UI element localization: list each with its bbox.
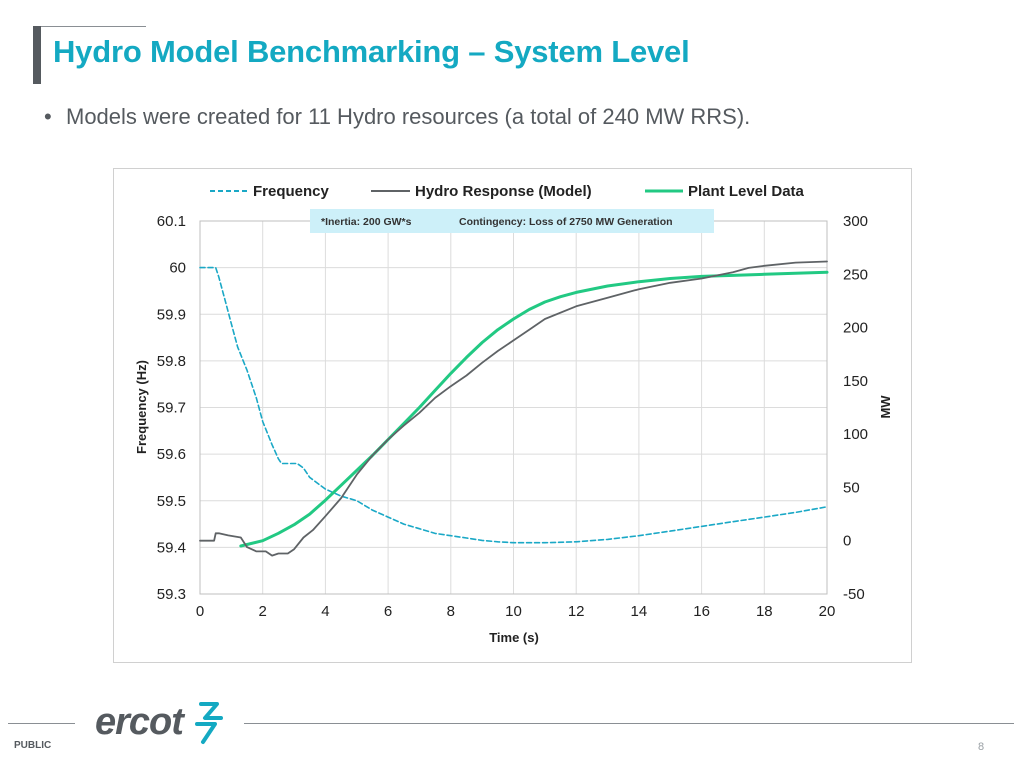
x-tick-label: 16: [693, 603, 710, 620]
y-right-tick-label: 100: [843, 426, 868, 443]
tick-labels: 0 2 4 6 8 10 12 14 16 18 20 60.1 60 59.9 59.8 59.7 59.6 5…: [157, 213, 868, 620]
page-number: 8: [978, 741, 985, 753]
bullet-item: • Models were created for 11 Hydro resour…: [44, 104, 750, 130]
y-right-tick-label: 300: [843, 213, 868, 230]
hydro-response-chart: *Inertia: 200 GW*s Contingency: Loss of …: [134, 183, 893, 645]
y-right-tick-label: 150: [843, 373, 868, 390]
annotation-box: [310, 209, 714, 233]
y-right-tick-label: -50: [843, 586, 865, 603]
bullet-text: Models were created for 11 Hydro resourc…: [66, 104, 751, 129]
y-left-tick-label: 59.6: [157, 446, 186, 463]
y-right-tick-label: 250: [843, 266, 868, 283]
hydro-model-series-line: [199, 260, 828, 557]
chart-frame: *Inertia: 200 GW*s Contingency: Loss of …: [113, 168, 912, 663]
x-tick-label: 6: [384, 603, 392, 620]
plant-data-series-line: [239, 270, 829, 548]
y-right-tick-label: 50: [843, 479, 860, 496]
footer-classification: PUBLIC: [14, 740, 52, 751]
y-left-tick-label: 60.1: [157, 213, 186, 230]
bullet-marker: •: [44, 104, 52, 129]
y-left-tick-label: 59.3: [157, 586, 186, 603]
x-tick-label: 4: [321, 603, 329, 620]
title-accent-line: [33, 26, 146, 27]
x-axis-label: Time (s): [489, 630, 539, 645]
x-tick-label: 0: [196, 603, 204, 620]
y-left-tick-label: 60: [169, 260, 186, 277]
x-tick-label: 10: [505, 603, 522, 620]
page-title: Hydro Model Benchmarking – System Level: [53, 34, 690, 69]
y-left-tick-label: 59.4: [157, 539, 186, 556]
y-right-tick-label: 0: [843, 533, 851, 550]
y-left-tick-label: 59.7: [157, 400, 186, 417]
x-tick-label: 12: [568, 603, 585, 620]
legend-plant-label: Plant Level Data: [688, 183, 805, 200]
x-tick-label: 18: [756, 603, 773, 620]
legend-model-label: Hydro Response (Model): [415, 183, 592, 200]
ercot-logo: ercot: [95, 701, 223, 744]
chart-legend: Frequency Hydro Response (Model) Plant L…: [210, 183, 805, 200]
y-left-tick-label: 59.8: [157, 353, 186, 370]
x-tick-label: 20: [819, 603, 836, 620]
annotation-inertia: *Inertia: 200 GW*s: [321, 216, 412, 228]
x-tick-label: 8: [447, 603, 455, 620]
x-tick-label: 14: [631, 603, 648, 620]
y-left-tick-label: 59.9: [157, 306, 186, 323]
chart-grid: [199, 220, 828, 595]
series-layer: [199, 260, 829, 557]
x-tick-label: 2: [259, 603, 267, 620]
lightning-bolt-icon: [195, 702, 223, 744]
ercot-logo-text: ercot: [95, 701, 185, 743]
legend-frequency-label: Frequency: [253, 183, 330, 200]
y-axis-right-label: MW: [878, 395, 893, 419]
y-left-tick-label: 59.5: [157, 493, 186, 510]
title-accent-bar: [33, 26, 41, 84]
y-right-tick-label: 200: [843, 320, 868, 337]
footer-rule-left: [8, 723, 75, 724]
footer-rule-right: [244, 723, 1014, 724]
y-axis-left-label: Frequency (Hz): [134, 360, 149, 454]
annotation-contingency: Contingency: Loss of 2750 MW Generation: [459, 216, 673, 228]
frequency-series-line: [199, 266, 828, 544]
